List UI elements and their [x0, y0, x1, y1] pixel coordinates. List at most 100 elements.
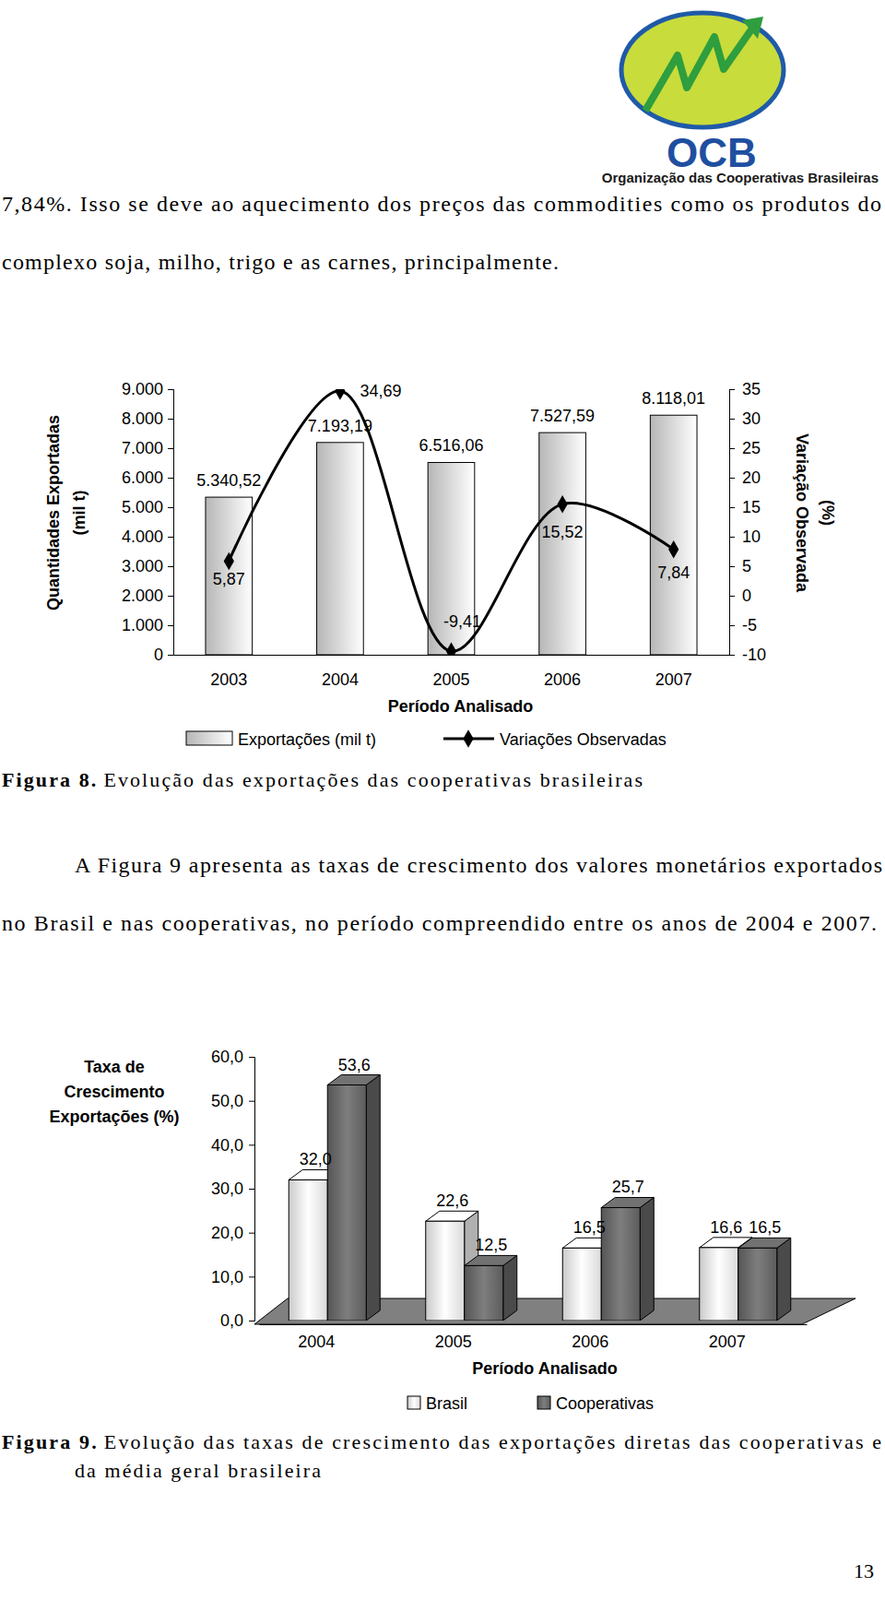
data-label: 16,5	[573, 1217, 606, 1237]
y-axis-title: Crescimento	[63, 1082, 165, 1101]
tick-label: 0	[742, 586, 752, 605]
bar	[649, 414, 697, 655]
bar-front	[738, 1247, 778, 1321]
tick-mark	[167, 654, 174, 656]
paragraph-line: A Figura 9 apresenta as taxas de crescim…	[74, 852, 883, 877]
tick-mark	[167, 536, 174, 538]
data-label: -9,41	[443, 612, 482, 631]
tick-label: 2007	[655, 670, 693, 689]
tick-label: 20,0	[211, 1223, 244, 1242]
tick-label: 5	[742, 556, 752, 576]
data-label: 6.516,06	[418, 436, 484, 455]
page-number: 13	[853, 1558, 874, 1582]
tick-mark	[729, 625, 735, 626]
tick-label: 40,0	[211, 1135, 244, 1155]
tick-label: 15	[742, 497, 761, 517]
tick-label: 9.000	[121, 379, 164, 399]
tick: 2005	[435, 1332, 472, 1351]
tick-label: 35	[742, 379, 761, 399]
tick-label: 10,0	[211, 1267, 244, 1287]
x-axis-title: Período Analisado	[472, 1358, 617, 1378]
bar-top	[327, 1074, 380, 1086]
tick: 50,0	[211, 1091, 255, 1110]
data-label: 7.193,19	[307, 416, 373, 436]
tick-label: 2003	[210, 670, 248, 689]
tick: 7.000	[121, 438, 174, 458]
tick-mark	[167, 595, 174, 597]
bar	[327, 1074, 380, 1321]
y2-axis-title: (%)	[818, 499, 838, 526]
legend-label: Brasil	[425, 1393, 468, 1413]
tick-label: -10	[742, 645, 767, 664]
plot-area	[288, 1074, 791, 1321]
tick-label: 1.000	[121, 615, 164, 635]
caption-label: Figura 8.	[1, 767, 96, 791]
legend: Exportações (mil t)Variações Observadas	[186, 729, 667, 749]
tick-mark	[729, 566, 735, 567]
tick-mark	[167, 566, 174, 567]
tick: 9.000	[121, 379, 174, 399]
tick: 60,0	[211, 1047, 255, 1066]
tick-mark	[167, 477, 174, 479]
tick: 2007	[655, 670, 693, 689]
page: OCBOrganização das Cooperativas Brasilei…	[0, 0, 885, 1600]
tick: 0	[729, 586, 752, 605]
marker	[334, 389, 345, 401]
data-label: 34,69	[359, 381, 402, 401]
figure-caption: Figura 9.Evolução das taxas de crescimen…	[1, 1429, 882, 1453]
tick-label: 50,0	[211, 1091, 244, 1110]
tick-label: 2005	[432, 670, 470, 689]
marker	[224, 552, 235, 571]
bar	[738, 1237, 791, 1321]
tick-mark	[167, 507, 174, 508]
tick-label: 0	[153, 645, 164, 664]
data-labels: 32,053,622,612,516,525,716,616,5	[299, 1055, 782, 1255]
tick-mark	[729, 536, 735, 538]
data-label: 5,87	[212, 569, 246, 589]
logo: OCBOrganização das Cooperativas Brasilei…	[601, 12, 879, 186]
tick-mark	[167, 389, 174, 390]
tick-label: 10	[742, 527, 761, 546]
y2-axis-title: Variação Observada	[792, 433, 812, 593]
data-label: 8.118,01	[641, 389, 706, 408]
tick: 5	[729, 556, 752, 576]
tick-label: 7.000	[121, 438, 164, 458]
tick: 2003	[210, 670, 248, 689]
tick: 1.000	[121, 615, 174, 635]
bar-side	[365, 1074, 380, 1321]
tick-mark	[248, 1320, 255, 1322]
tick-label: 6.000	[121, 468, 164, 487]
data-label: 7.527,59	[530, 406, 595, 425]
tick: 5.000	[121, 497, 174, 517]
bar-front	[601, 1206, 640, 1321]
tick-label: 8.000	[121, 409, 164, 428]
tick-label: 4.000	[121, 527, 164, 546]
data-label: 7,84	[657, 563, 690, 582]
tick-mark	[248, 1056, 255, 1058]
logo-arrow	[645, 23, 756, 111]
tick: 35	[729, 379, 761, 399]
paragraph-line: complexo soja, milho, trigo e as carnes,…	[1, 249, 559, 274]
paragraph-line: no Brasil e nas cooperativas, no período…	[1, 910, 877, 935]
page-svg: OCBOrganização das Cooperativas Brasilei…	[0, 0, 885, 1600]
data-labels: 5.340,527.193,196.516,067.527,598.118,01…	[196, 381, 706, 631]
y-axis-line	[167, 389, 175, 656]
legend: Brasil Cooperativas	[407, 1393, 654, 1413]
tick: 20	[729, 468, 761, 487]
tick: 2005	[432, 670, 470, 689]
bar	[464, 1254, 518, 1321]
x-axis: 20032004200520062007	[174, 655, 731, 689]
bar-top	[464, 1254, 518, 1265]
x-axis-line	[259, 1323, 808, 1325]
tick: 2007	[708, 1332, 746, 1351]
tick-label: 20	[742, 468, 761, 487]
y-axis-title: Quantidades Exportadas	[44, 414, 63, 611]
y-axis-title: (mil t)	[70, 490, 89, 536]
tick: 15	[729, 497, 761, 517]
marker	[556, 495, 567, 514]
paragraph-line: 7,84%. Isso se deve ao aquecimento dos p…	[1, 191, 882, 216]
y2-axis-line	[730, 389, 736, 656]
legend-label: Cooperativas	[555, 1393, 654, 1413]
bar-front	[464, 1264, 504, 1321]
tick: 0,0	[220, 1310, 255, 1330]
